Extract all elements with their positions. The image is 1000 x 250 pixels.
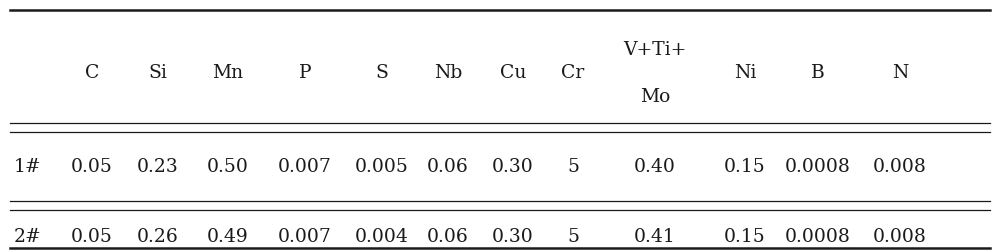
Text: 0.06: 0.06 [427, 157, 469, 175]
Text: 0.007: 0.007 [278, 227, 332, 245]
Text: 0.0008: 0.0008 [785, 227, 851, 245]
Text: 0.50: 0.50 [207, 157, 249, 175]
Text: 0.30: 0.30 [492, 227, 534, 245]
Text: 1#: 1# [14, 157, 42, 175]
Text: C: C [85, 64, 99, 82]
Text: 0.41: 0.41 [634, 227, 676, 245]
Text: 0.008: 0.008 [873, 157, 927, 175]
Text: Mn: Mn [212, 64, 244, 82]
Text: 0.005: 0.005 [355, 157, 409, 175]
Text: 0.30: 0.30 [492, 157, 534, 175]
Text: 2#: 2# [14, 227, 42, 245]
Text: 0.007: 0.007 [278, 157, 332, 175]
Text: 0.23: 0.23 [137, 157, 179, 175]
Text: 0.008: 0.008 [873, 227, 927, 245]
Text: Si: Si [149, 64, 167, 82]
Text: B: B [811, 64, 825, 82]
Text: 0.15: 0.15 [724, 227, 766, 245]
Text: Cu: Cu [500, 64, 526, 82]
Text: N: N [892, 64, 908, 82]
Text: 0.15: 0.15 [724, 157, 766, 175]
Text: 0.40: 0.40 [634, 157, 676, 175]
Text: S: S [376, 64, 388, 82]
Text: 0.26: 0.26 [137, 227, 179, 245]
Text: Cr: Cr [561, 64, 585, 82]
Text: 5: 5 [567, 227, 579, 245]
Text: V+Ti+: V+Ti+ [623, 41, 687, 59]
Text: 0.05: 0.05 [71, 227, 113, 245]
Text: Ni: Ni [734, 64, 756, 82]
Text: 0.05: 0.05 [71, 157, 113, 175]
Text: P: P [299, 64, 311, 82]
Text: Mo: Mo [640, 87, 670, 105]
Text: Nb: Nb [434, 64, 462, 82]
Text: 0.06: 0.06 [427, 227, 469, 245]
Text: 0.004: 0.004 [355, 227, 409, 245]
Text: 0.49: 0.49 [207, 227, 249, 245]
Text: 0.0008: 0.0008 [785, 157, 851, 175]
Text: 5: 5 [567, 157, 579, 175]
